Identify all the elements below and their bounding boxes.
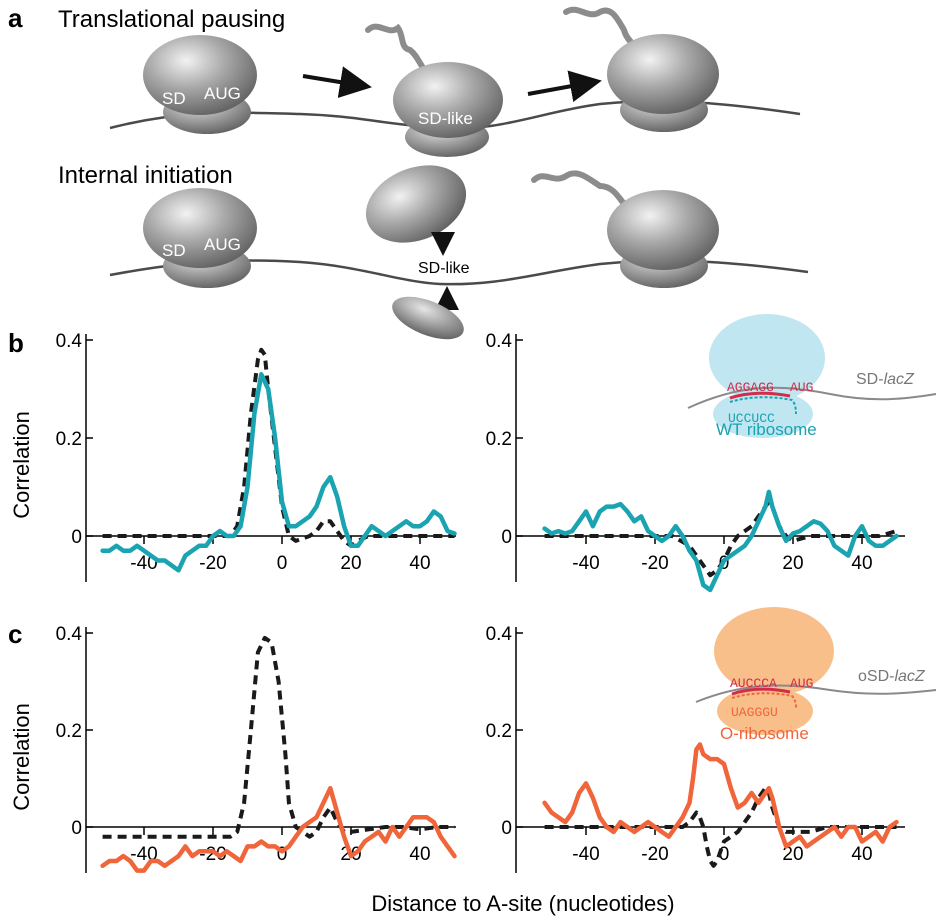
ribosome-large-subunit-free — [365, 165, 467, 243]
y-tick-label: 0 — [71, 527, 82, 548]
y-tick-label: 0.4 — [56, 624, 83, 645]
ribosome-small-subunit-free — [392, 296, 464, 340]
panel-b-letter: b — [8, 328, 24, 358]
sd-label: SD — [162, 89, 186, 108]
translational-pausing-title: Translational pausing — [58, 6, 285, 33]
pairing-line — [729, 396, 797, 415]
series-line-dashed — [544, 786, 897, 868]
y-tick-label: 0 — [71, 818, 82, 839]
chart-c-right: 0 0.2 0.4 -40 -20 0 20 40 — [486, 624, 905, 873]
ribosome-initiating-row2: SD AUG — [143, 188, 257, 288]
ribosome-initiating-row1: SD AUG — [143, 35, 257, 134]
internal-initiation-title: Internal initiation — [58, 162, 233, 189]
x-tick-label: 0 — [719, 844, 730, 865]
mrna-strand-inset-o — [695, 684, 937, 703]
y-tick-label: 0 — [501, 818, 512, 839]
aug-codon: AUG — [790, 380, 813, 395]
gene-label: oSD-lacZ — [858, 668, 926, 685]
y-axis-title-c: Correlation — [9, 703, 34, 811]
o-ribosome-label: O-ribosome — [720, 724, 809, 743]
y-tick-label: 0.2 — [486, 429, 512, 450]
x-tick-label: -20 — [641, 553, 668, 574]
sd-sequence: AGGAGG — [727, 380, 774, 395]
x-tick-label: 40 — [409, 553, 430, 574]
inset-wt-ribosome: AGGAGG AUG UCCUCC SD-lacZ WT ribosome — [687, 314, 937, 439]
y-tick-label: 0.4 — [486, 624, 513, 645]
series-line-dashed — [102, 635, 455, 839]
sd-like-label: SD-like — [418, 260, 470, 277]
chart-c-left: 00.20.4-40 -20 0 20 40 — [56, 624, 457, 873]
sd-label: SD — [162, 241, 186, 260]
ribosome-elongating-row1 — [563, 6, 719, 132]
sd-sequence: AUCCCA — [730, 676, 777, 691]
series-line-dashed — [102, 347, 455, 548]
x-tick-label: 0 — [277, 844, 288, 865]
series-line-solid — [542, 742, 899, 849]
series-line-dashed — [544, 499, 898, 578]
y-tick-label: 0.4 — [56, 331, 83, 352]
x-tick-label: 20 — [782, 844, 803, 865]
panel-a: a Translational pausing Internal initiat… — [8, 3, 809, 340]
y-tick-label: 0 — [501, 527, 512, 548]
inset-o-ribosome: AUCCCA AUG UAGGGU oSD-lacZ O-ribosome — [695, 607, 937, 743]
x-tick-label: -20 — [641, 844, 668, 865]
sd-like-label: SD-like — [418, 109, 473, 128]
chart-b-right: 00.20.4-40 -20 0 20 40 — [486, 331, 905, 593]
nascent-peptide — [563, 6, 643, 53]
gene-label: SD-lacZ — [856, 371, 915, 388]
anti-sd-sequence: UCCUCC — [728, 411, 775, 426]
nascent-peptide — [365, 23, 431, 77]
aug-label: AUG — [204, 235, 241, 254]
arrow-icon — [302, 66, 372, 98]
series-line-solid — [100, 372, 457, 573]
x-tick-label: 40 — [851, 553, 872, 574]
pairing-line — [731, 692, 797, 709]
x-tick-label: 40 — [409, 844, 430, 865]
ribosome-paused: SD-like — [365, 23, 503, 157]
mrna-strand-inset-wt — [687, 386, 937, 409]
y-tick-label: 0.2 — [56, 721, 82, 742]
x-tick-label: -40 — [572, 553, 599, 574]
panel-c-letter: c — [8, 619, 22, 649]
pairing-line — [731, 687, 791, 696]
y-tick-label: 0.2 — [56, 429, 82, 450]
aug-codon: AUG — [790, 676, 813, 691]
x-tick-label: 20 — [782, 553, 803, 574]
wt-ribosome-label: WT ribosome — [716, 420, 817, 439]
x-tick-label: 0 — [277, 553, 288, 574]
series-line-solid — [100, 785, 457, 873]
x-tick-label: -20 — [199, 553, 226, 574]
aug-label: AUG — [204, 84, 241, 103]
arrow-icon — [527, 70, 602, 103]
x-tick-label: 40 — [851, 844, 872, 865]
anti-sd-sequence: UAGGGU — [731, 705, 778, 720]
x-tick-label: -40 — [572, 844, 599, 865]
panel-a-letter: a — [8, 3, 23, 33]
x-axis-title: Distance to A-site (nucleotides) — [371, 891, 674, 916]
ribosome-elongating-row2 — [531, 170, 719, 288]
x-tick-label: 20 — [340, 553, 361, 574]
y-tick-label: 0.2 — [486, 721, 512, 742]
y-tick-label: 0.4 — [486, 331, 513, 352]
series-line-solid — [542, 489, 899, 593]
y-axis-title-b: Correlation — [9, 411, 34, 519]
chart-b-left: 00.20.4-40 -20 0 20 40 — [56, 331, 457, 582]
pairing-line — [729, 391, 791, 400]
